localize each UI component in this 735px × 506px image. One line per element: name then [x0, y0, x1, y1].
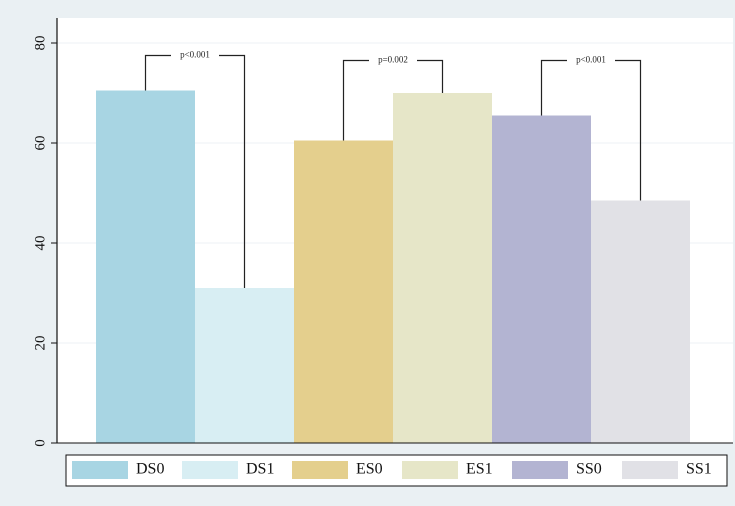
bar-ds0: [96, 90, 195, 443]
legend-swatch-ds1: [182, 461, 238, 479]
legend-label-es1: ES1: [466, 461, 493, 478]
significance-label-bg-1: [171, 49, 219, 62]
bar-ss1: [591, 200, 690, 443]
significance-label-3: p<0.001: [576, 55, 606, 65]
legend: DS0 DS1 ES0 ES1 SS0 SS1: [65, 454, 728, 487]
bar-es1: [393, 93, 492, 443]
significance-label-2: p=0.002: [378, 55, 408, 65]
y-tick-label-80: 80: [32, 36, 48, 51]
legend-label-ds1: DS1: [246, 461, 274, 478]
legend-swatch-ss0: [512, 461, 568, 479]
legend-label-ss1: SS1: [686, 461, 712, 478]
significance-annotations: p<0.001 p=0.002 p<0.001: [144, 49, 642, 288]
legend-label-es0: ES0: [356, 461, 383, 478]
bar-ds1: [195, 288, 294, 443]
bars: [96, 90, 690, 443]
significance-label-bg-2: [369, 54, 417, 67]
legend-swatch-es0: [292, 461, 348, 479]
bar-es0: [294, 140, 393, 443]
legend-swatch-ds0: [72, 461, 128, 479]
significance-label-1: p<0.001: [180, 50, 210, 60]
y-tick-label-0: 0: [32, 439, 48, 447]
legend-box: [65, 454, 728, 487]
legend-label-ss0: SS0: [576, 461, 602, 478]
legend-label-ds0: DS0: [136, 461, 164, 478]
bar-ss0: [492, 115, 591, 443]
significance-label-bg-3: [567, 54, 615, 67]
y-tick-label-40: 40: [32, 236, 48, 251]
legend-swatch-ss1: [622, 461, 678, 479]
y-tick-label-20: 20: [32, 336, 48, 351]
legend-swatch-es1: [402, 461, 458, 479]
y-axis-ticks: 0 20 40 60 80: [32, 36, 57, 447]
y-tick-label-60: 60: [32, 136, 48, 151]
